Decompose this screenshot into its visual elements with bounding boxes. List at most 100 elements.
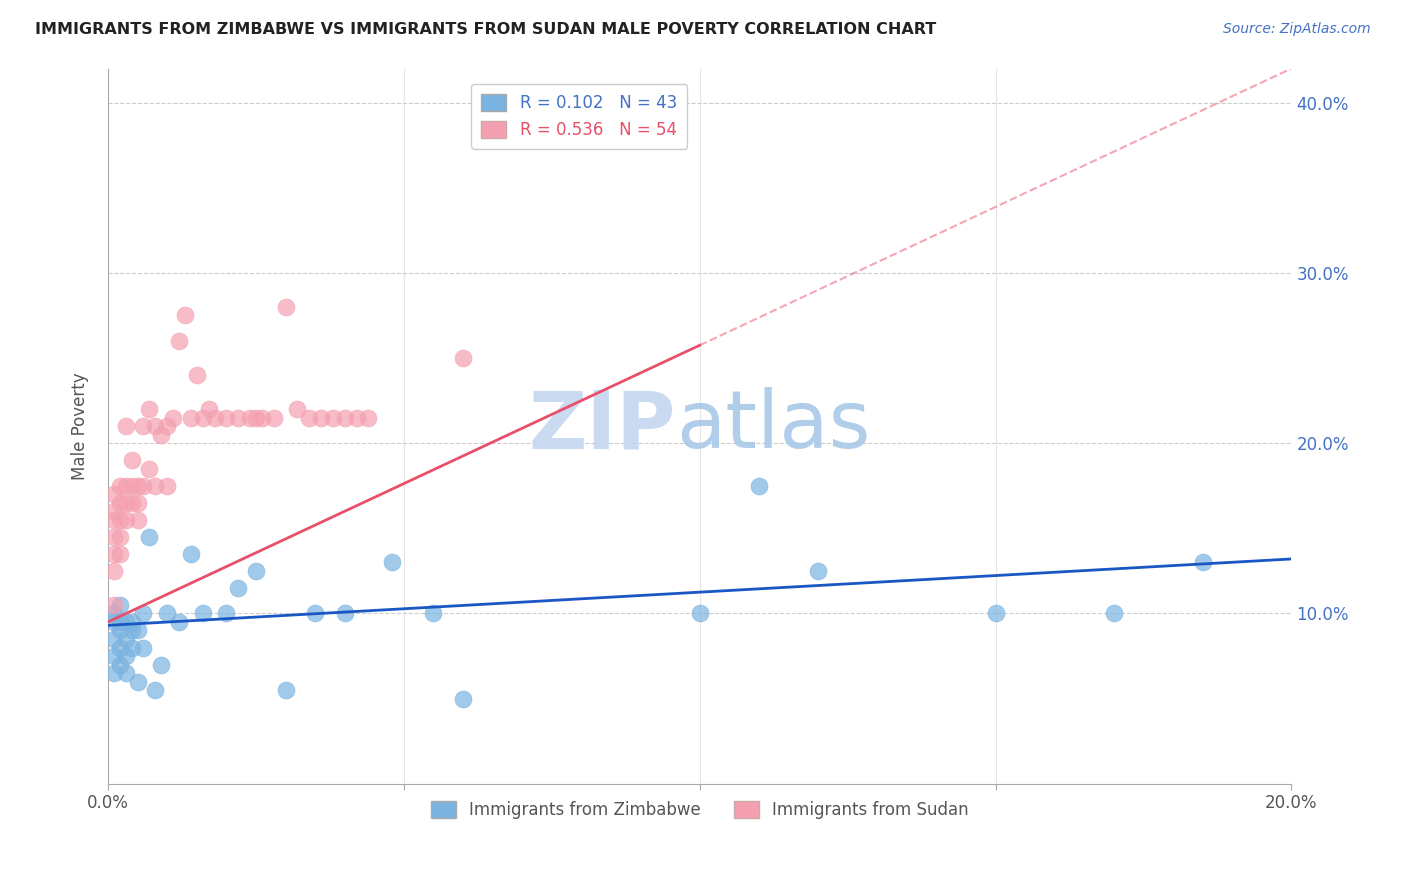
Point: [451, 351, 474, 365]
Point: [451, 691, 474, 706]
Point: [174, 309, 197, 323]
Point: [191, 410, 214, 425]
Point: [285, 402, 308, 417]
Point: [226, 410, 249, 425]
Point: [167, 334, 190, 348]
Point: [298, 410, 321, 425]
Point: [215, 410, 238, 425]
Point: [138, 530, 160, 544]
Point: [121, 640, 143, 655]
Point: [381, 555, 404, 569]
Point: [274, 683, 297, 698]
Point: [127, 674, 149, 689]
Point: [204, 410, 226, 425]
Point: [132, 607, 155, 621]
Point: [333, 607, 356, 621]
Point: [114, 513, 136, 527]
Point: [127, 513, 149, 527]
Point: [108, 547, 131, 561]
Point: [108, 615, 131, 629]
Point: [197, 402, 219, 417]
Point: [333, 410, 356, 425]
Point: [274, 300, 297, 314]
Point: [114, 632, 136, 646]
Point: [807, 564, 830, 578]
Point: [132, 640, 155, 655]
Point: [121, 615, 143, 629]
Point: [138, 402, 160, 417]
Point: [1191, 555, 1213, 569]
Point: [108, 657, 131, 672]
Point: [422, 607, 444, 621]
Point: [748, 479, 770, 493]
Point: [103, 504, 125, 518]
Point: [121, 624, 143, 638]
Point: [121, 453, 143, 467]
Point: [143, 479, 166, 493]
Point: [156, 479, 179, 493]
Point: [103, 615, 125, 629]
Point: [156, 419, 179, 434]
Point: [103, 666, 125, 681]
Point: [103, 547, 125, 561]
Point: [150, 427, 173, 442]
Text: Source: ZipAtlas.com: Source: ZipAtlas.com: [1223, 22, 1371, 37]
Point: [138, 461, 160, 475]
Text: IMMIGRANTS FROM ZIMBABWE VS IMMIGRANTS FROM SUDAN MALE POVERTY CORRELATION CHART: IMMIGRANTS FROM ZIMBABWE VS IMMIGRANTS F…: [35, 22, 936, 37]
Point: [114, 666, 136, 681]
Point: [322, 410, 344, 425]
Y-axis label: Male Poverty: Male Poverty: [72, 372, 89, 480]
Point: [114, 479, 136, 493]
Point: [114, 419, 136, 434]
Point: [108, 640, 131, 655]
Point: [215, 607, 238, 621]
Point: [150, 657, 173, 672]
Point: [346, 410, 368, 425]
Legend: Immigrants from Zimbabwe, Immigrants from Sudan: Immigrants from Zimbabwe, Immigrants fro…: [423, 794, 976, 825]
Point: [162, 410, 184, 425]
Text: ZIP: ZIP: [529, 387, 676, 465]
Point: [245, 564, 267, 578]
Point: [186, 368, 208, 382]
Point: [103, 598, 125, 612]
Point: [226, 581, 249, 595]
Point: [114, 615, 136, 629]
Point: [108, 624, 131, 638]
Point: [245, 410, 267, 425]
Point: [103, 564, 125, 578]
Point: [263, 410, 285, 425]
Point: [114, 496, 136, 510]
Point: [143, 683, 166, 698]
Point: [304, 607, 326, 621]
Point: [103, 487, 125, 501]
Point: [103, 530, 125, 544]
Point: [250, 410, 273, 425]
Point: [121, 496, 143, 510]
Point: [121, 479, 143, 493]
Point: [167, 615, 190, 629]
Point: [1102, 607, 1125, 621]
Point: [127, 496, 149, 510]
Point: [191, 607, 214, 621]
Point: [108, 513, 131, 527]
Point: [180, 410, 202, 425]
Text: atlas: atlas: [676, 387, 870, 465]
Point: [689, 607, 711, 621]
Point: [156, 607, 179, 621]
Point: [108, 496, 131, 510]
Point: [108, 598, 131, 612]
Point: [103, 632, 125, 646]
Point: [103, 648, 125, 663]
Point: [127, 624, 149, 638]
Point: [132, 419, 155, 434]
Point: [132, 479, 155, 493]
Point: [143, 419, 166, 434]
Point: [108, 530, 131, 544]
Point: [239, 410, 262, 425]
Point: [127, 479, 149, 493]
Point: [103, 513, 125, 527]
Point: [357, 410, 380, 425]
Point: [108, 479, 131, 493]
Point: [984, 607, 1007, 621]
Point: [114, 648, 136, 663]
